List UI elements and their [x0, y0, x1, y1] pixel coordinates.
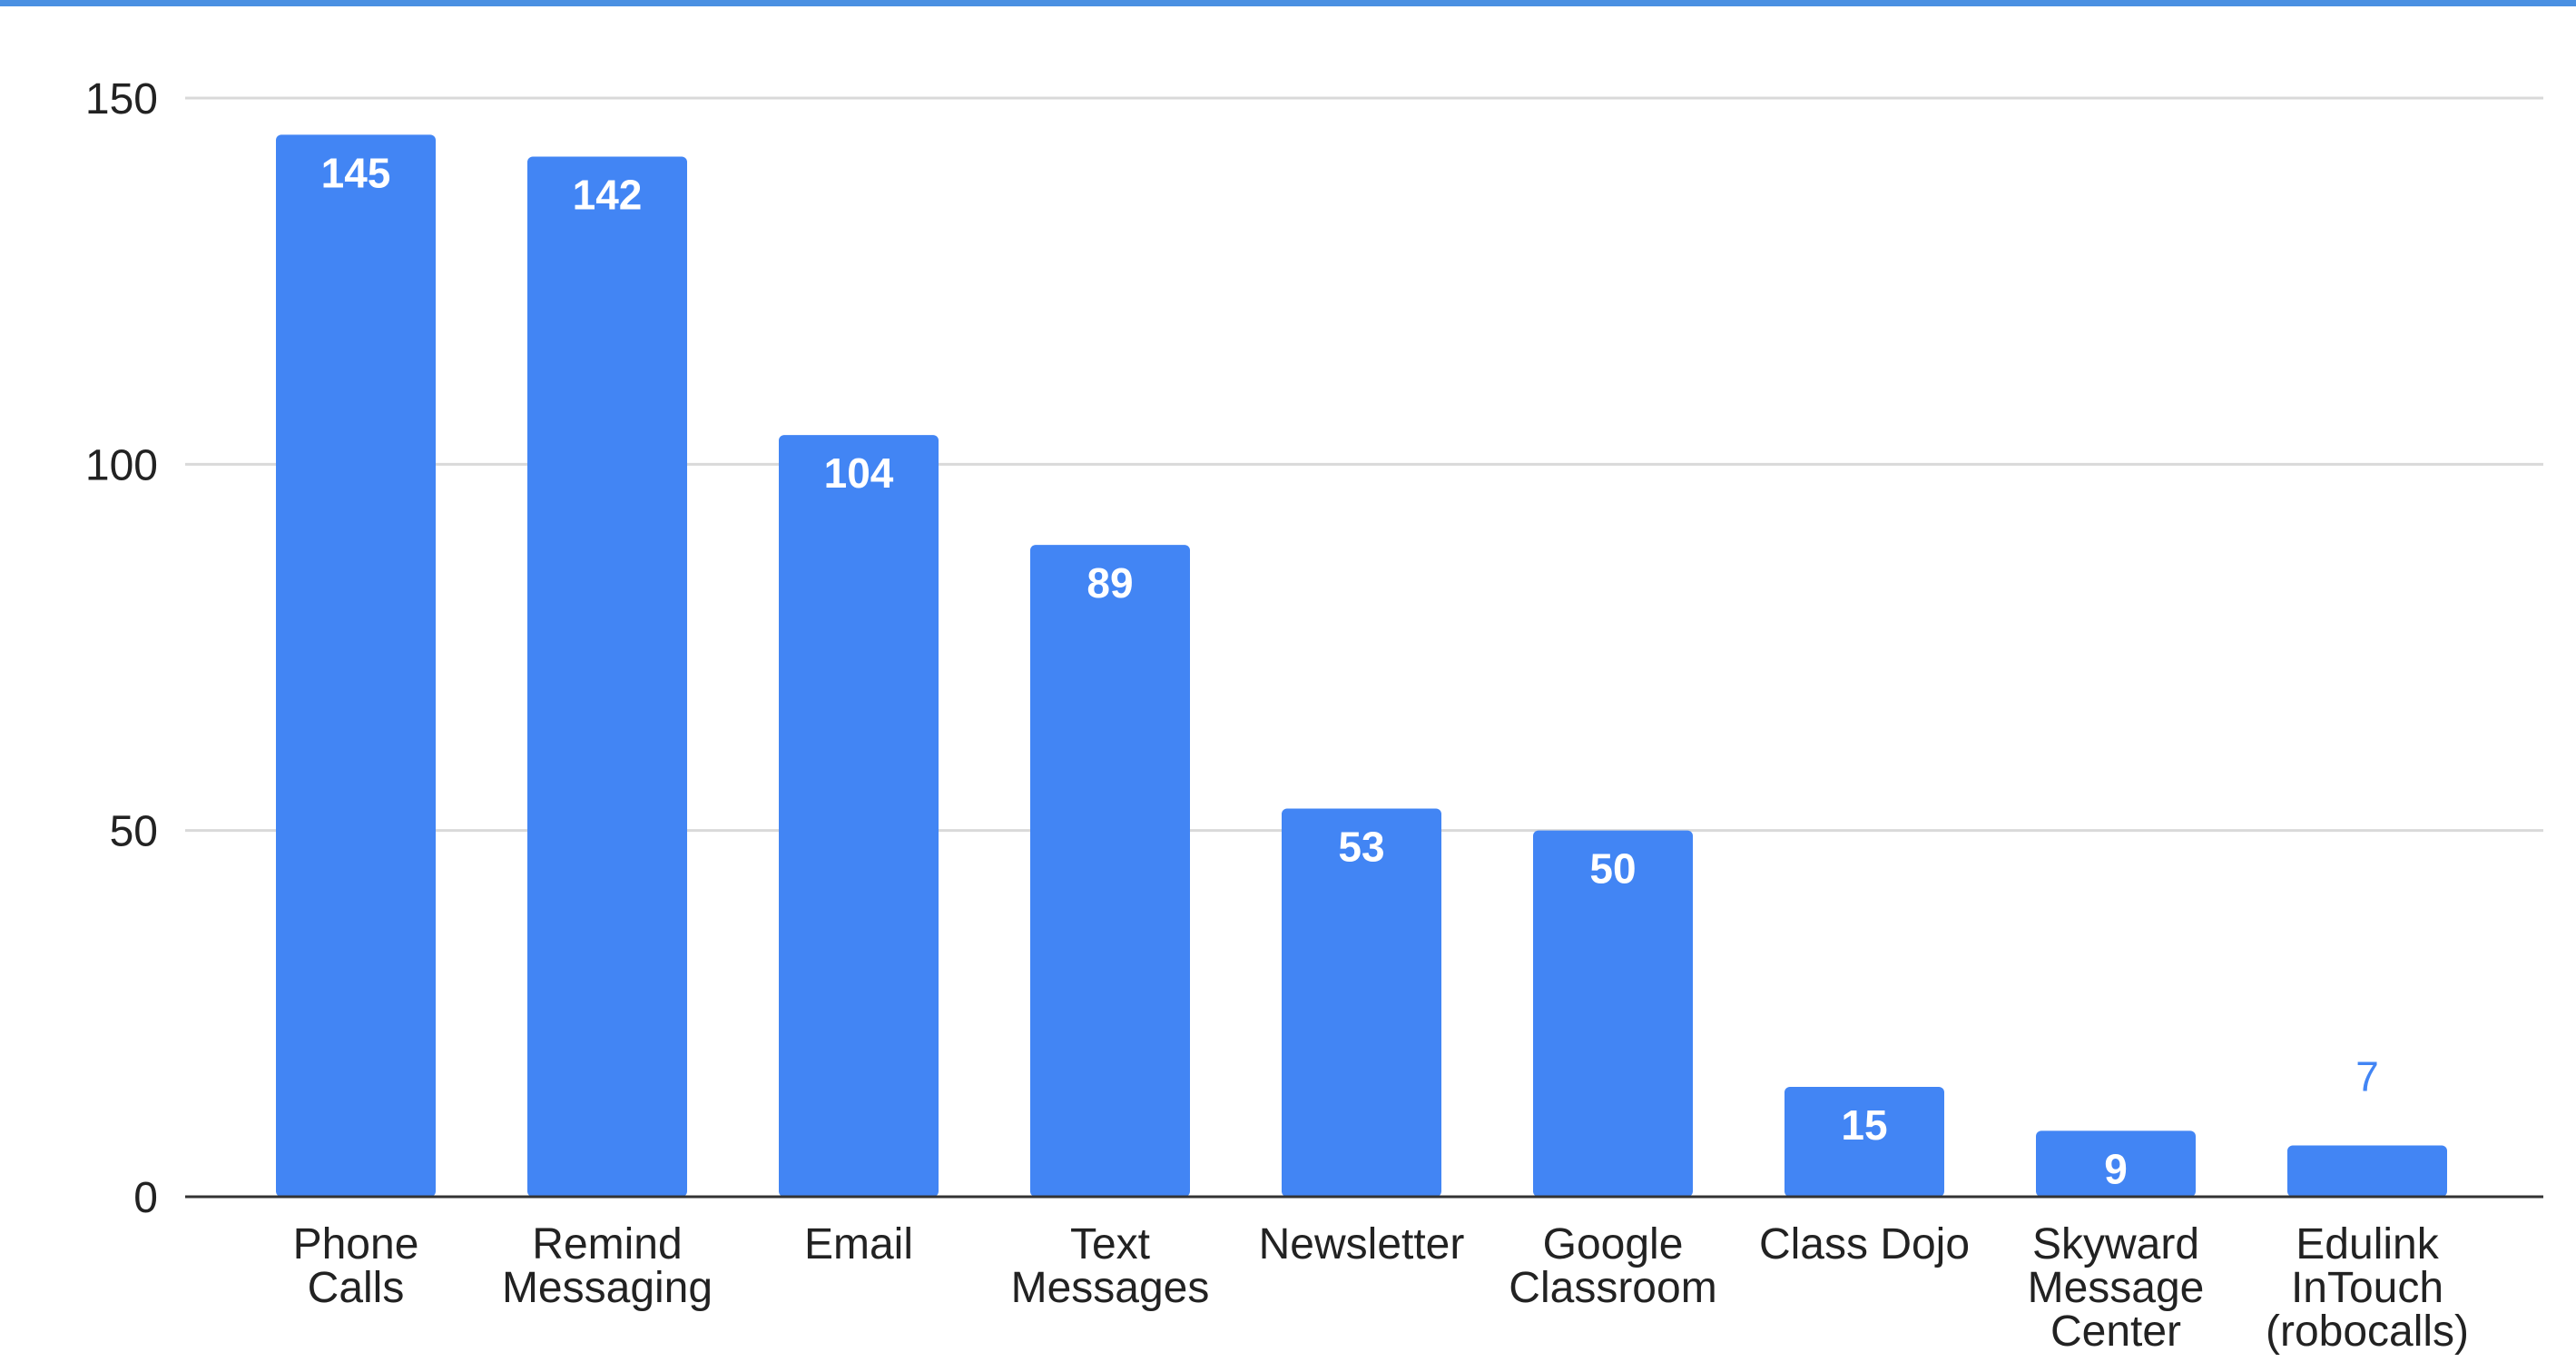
data-label: 7	[2355, 1053, 2379, 1100]
data-label: 15	[1841, 1101, 1887, 1149]
x-tick-label: Remind	[532, 1220, 682, 1268]
x-tick-label: Messaging	[502, 1264, 713, 1312]
x-tick-label: Phone	[293, 1220, 419, 1268]
bar	[2036, 1130, 2196, 1197]
y-tick-label: 50	[110, 808, 158, 856]
data-label: 53	[1338, 823, 1384, 870]
x-tick-label: Center	[2050, 1308, 2181, 1356]
top-border	[0, 0, 2576, 6]
x-tick-label: Classroom	[1509, 1264, 1716, 1312]
bar	[779, 435, 939, 1198]
y-tick-label: 100	[85, 441, 158, 489]
x-tick-label: InTouch	[2291, 1264, 2443, 1312]
x-tick-label: Messages	[1011, 1264, 1210, 1312]
bar	[2287, 1145, 2447, 1197]
y-tick-label: 150	[85, 75, 158, 123]
bar	[1282, 808, 1441, 1197]
x-tick-label: Class Dojo	[1759, 1220, 1970, 1268]
data-label: 89	[1086, 559, 1133, 607]
data-label: 142	[573, 172, 643, 219]
data-label: 9	[2104, 1145, 2128, 1192]
data-label: 50	[1589, 845, 1636, 893]
x-tick-label: Email	[804, 1220, 913, 1268]
bars	[276, 134, 2447, 1198]
x-tick-label: (robocalls)	[2266, 1308, 2469, 1356]
x-tick-label: Newsletter	[1259, 1220, 1465, 1268]
bar	[527, 156, 687, 1198]
bar	[276, 134, 436, 1197]
bar	[1030, 545, 1190, 1197]
x-tick-label: Text	[1070, 1220, 1150, 1268]
data-label: 104	[824, 449, 894, 497]
y-tick-label: 0	[133, 1174, 158, 1222]
x-tick-label: Message	[2028, 1264, 2205, 1312]
x-tick-label: Google	[1543, 1220, 1684, 1268]
x-tick-label: Skyward	[2032, 1220, 2199, 1268]
x-tick-label: Edulink	[2296, 1220, 2439, 1268]
bar	[1533, 830, 1693, 1197]
data-label: 145	[321, 149, 391, 196]
bar	[1785, 1087, 1944, 1197]
x-tick-label: Calls	[308, 1264, 405, 1312]
